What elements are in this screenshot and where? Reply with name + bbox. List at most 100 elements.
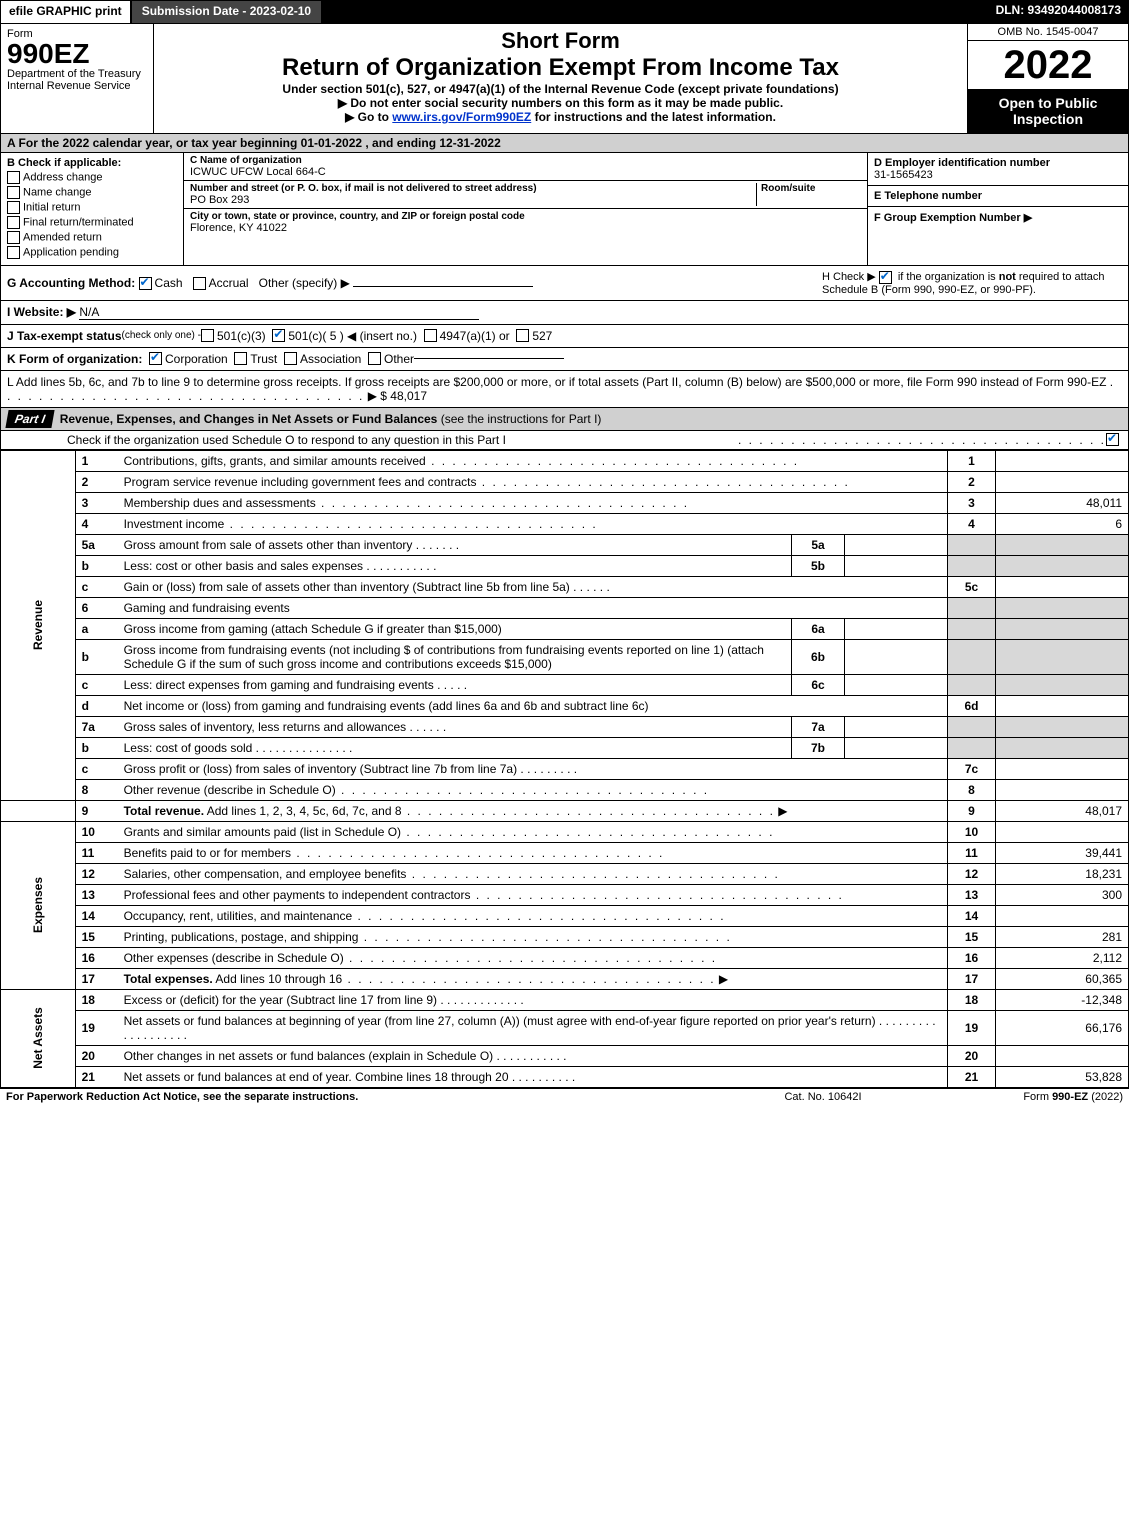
ein-block: D Employer identification number 31-1565… [868,153,1128,186]
l6c-sub: 6c [792,674,845,695]
chk-assoc[interactable] [284,352,297,365]
l1-rnum: 1 [948,450,996,471]
opt-527: 527 [532,329,552,343]
l21-amt: 53,828 [996,1066,1129,1087]
l7c-rnum: 7c [948,758,996,779]
line-5a: 5a Gross amount from sale of assets othe… [1,534,1129,555]
other-label: Other (specify) ▶ [259,276,350,290]
l9-num: 9 [75,800,118,821]
l6a-sub: 6a [792,618,845,639]
l12-num: 12 [75,863,118,884]
i-label: I Website: ▶ [7,305,76,319]
l7a-rshade [948,716,996,737]
chk-527[interactable] [516,329,529,342]
line-19: 19 Net assets or fund balances at beginn… [1,1010,1129,1045]
l6b-desc: Gross income from fundraising events (no… [118,639,792,674]
bcd-row: B Check if applicable: Address change Na… [0,153,1129,266]
chk-4947[interactable] [424,329,437,342]
line-7b: b Less: cost of goods sold . . . . . . .… [1,737,1129,758]
chk-initial[interactable]: Initial return [7,201,177,214]
street-value: PO Box 293 [190,194,756,206]
l6c-num: c [75,674,118,695]
l6b-rshade [948,639,996,674]
instr-pre: ▶ Go to [345,110,392,124]
k-label: K Form of organization: [7,352,142,366]
grp-block: F Group Exemption Number ▶ [868,207,1128,228]
chk-other[interactable] [368,352,381,365]
l3-desc: Membership dues and assessments [124,496,316,510]
line-6b: b Gross income from fundraising events (… [1,639,1129,674]
line-4: 4 Investment income 4 6 [1,513,1129,534]
l5b-sub: 5b [792,555,845,576]
chk-501c3[interactable] [201,329,214,342]
l18-amt: -12,348 [996,989,1129,1010]
l7b-ashade [996,737,1129,758]
chk-amended[interactable]: Amended return [7,231,177,244]
section-i: I Website: ▶ N/A [0,301,1129,325]
line-6: 6 Gaming and fundraising events [1,597,1129,618]
l7a-val [845,716,948,737]
l11-amt: 39,441 [996,842,1129,863]
chk-corp[interactable] [149,352,162,365]
l10-desc: Grants and similar amounts paid (list in… [124,825,401,839]
l14-amt [996,905,1129,926]
opt-501c3: 501(c)(3) [217,329,266,343]
part1-check-text: Check if the organization used Schedule … [7,433,738,447]
l6c-rshade [948,674,996,695]
footer: For Paperwork Reduction Act Notice, see … [0,1088,1129,1105]
instr-goto: ▶ Go to www.irs.gov/Form990EZ for instru… [158,110,963,124]
l3-amt: 48,011 [996,492,1129,513]
other-input[interactable] [353,286,533,287]
chk-cash[interactable] [139,277,152,290]
l2-amt [996,471,1129,492]
l5c-num: c [75,576,118,597]
chk-501c[interactable] [272,329,285,342]
l19-rnum: 19 [948,1010,996,1045]
section-b: B Check if applicable: Address change Na… [1,153,184,265]
part1-badge: Part I [5,410,54,428]
l12-amt: 18,231 [996,863,1129,884]
spacer [322,0,987,24]
chk-schedule-o[interactable] [1106,433,1119,446]
l4-amt: 6 [996,513,1129,534]
chk-final[interactable]: Final return/terminated [7,216,177,229]
l6b-num: b [75,639,118,674]
l5b-desc: Less: cost or other basis and sales expe… [124,559,363,573]
b-label: B Check if applicable: [7,157,177,169]
part1-header: Part I Revenue, Expenses, and Changes in… [0,408,1129,431]
cash-label: Cash [155,276,183,290]
l18-num: 18 [75,989,118,1010]
chk-name[interactable]: Name change [7,186,177,199]
irs-link[interactable]: www.irs.gov/Form990EZ [392,110,531,124]
l7c-num: c [75,758,118,779]
opt-corp: Corporation [165,352,228,366]
irs-label: Internal Revenue Service [7,80,147,92]
website-value: N/A [79,305,479,320]
l15-num: 15 [75,926,118,947]
l5a-val [845,534,948,555]
chk-pending[interactable]: Application pending [7,246,177,259]
chk-trust[interactable] [234,352,247,365]
form-header: Form 990EZ Department of the Treasury In… [0,24,1129,134]
l13-num: 13 [75,884,118,905]
l13-desc: Professional fees and other payments to … [124,888,471,902]
l11-num: 11 [75,842,118,863]
k-other-input[interactable] [414,358,564,359]
l5a-desc: Gross amount from sale of assets other t… [124,538,413,552]
l20-amt [996,1045,1129,1066]
l20-rnum: 20 [948,1045,996,1066]
efile-button[interactable]: efile GRAPHIC print [0,0,131,24]
subtitle: Under section 501(c), 527, or 4947(a)(1)… [158,82,963,96]
l1-amt [996,450,1129,471]
l5b-val [845,555,948,576]
line-15: 15 Printing, publications, postage, and … [1,926,1129,947]
chk-accrual[interactable] [193,277,206,290]
footer-form-bold: 990-EZ [1052,1091,1088,1103]
line-1: Revenue 1 Contributions, gifts, grants, … [1,450,1129,471]
chk-schedule-b[interactable] [879,271,892,284]
l4-rnum: 4 [948,513,996,534]
h-not: not [999,271,1016,283]
chk-address[interactable]: Address change [7,171,177,184]
l17-desc2: Add lines 10 through 16 [213,972,342,986]
l6b-ashade [996,639,1129,674]
